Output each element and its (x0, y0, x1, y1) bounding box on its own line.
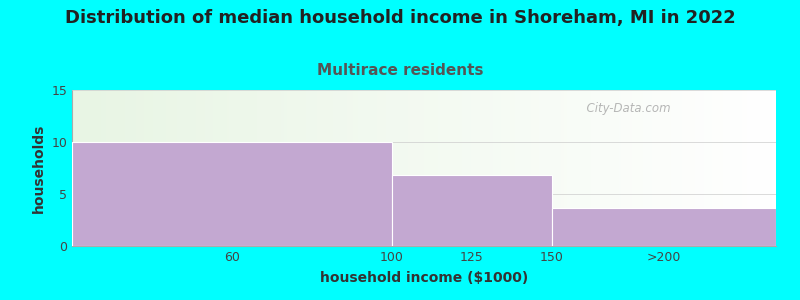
Y-axis label: households: households (32, 123, 46, 213)
Text: Distribution of median household income in Shoreham, MI in 2022: Distribution of median household income … (65, 9, 735, 27)
Bar (72, 142, 392, 246)
X-axis label: household income ($1000): household income ($1000) (320, 271, 528, 285)
Text: Multirace residents: Multirace residents (317, 63, 483, 78)
Bar (552, 208, 776, 246)
Text: City-Data.com: City-Data.com (579, 102, 670, 115)
Bar (392, 175, 552, 246)
